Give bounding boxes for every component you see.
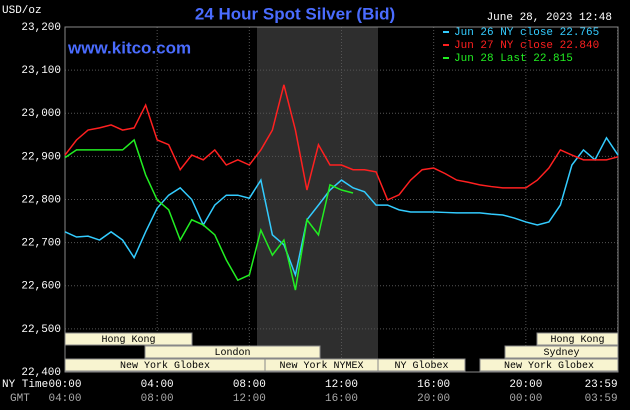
gmt-tick-label: 20:00 xyxy=(417,393,450,405)
x-row-label: GMT xyxy=(10,393,30,405)
y-tick-label: 22,700 xyxy=(21,238,61,250)
y-tick-label: 22,600 xyxy=(21,281,61,293)
session-label: New York NYMEX xyxy=(279,360,363,372)
session-label: Hong Kong xyxy=(550,335,604,346)
session-box xyxy=(377,358,466,372)
y-tick-label: 22,800 xyxy=(21,194,61,206)
series-line xyxy=(64,84,619,201)
y-tick-label: 22,400 xyxy=(21,367,61,379)
session-box xyxy=(504,345,619,359)
gmt-tick-label: 00:00 xyxy=(509,393,542,405)
y-tick-label: 23,200 xyxy=(21,22,61,34)
x-tick-label: 04:00 xyxy=(141,379,174,391)
gmt-tick-label: 03:59 xyxy=(585,393,618,405)
x-tick-label: 08:00 xyxy=(233,379,266,391)
session-label: London xyxy=(214,347,250,359)
session-label: New York Globex xyxy=(120,360,210,372)
y-tick-label: 22,900 xyxy=(21,151,61,163)
session-box xyxy=(144,345,321,359)
session-box xyxy=(536,332,619,346)
x-row-label: NY Time xyxy=(2,379,48,391)
gmt-tick-label: 16:00 xyxy=(325,393,358,405)
gmt-tick-label: 08:00 xyxy=(141,393,174,405)
y-tick-label: 22,500 xyxy=(21,324,61,336)
y-tick-label: 23,100 xyxy=(21,65,61,77)
legend-label: Jun 28 Last 22.815 xyxy=(454,53,573,65)
chart-title: 24 Hour Spot Silver (Bid) xyxy=(195,4,395,23)
x-tick-label: 12:00 xyxy=(325,379,358,391)
series-line xyxy=(64,136,619,278)
session-label: NY Globex xyxy=(394,360,448,372)
x-tick-label: 00:00 xyxy=(48,379,81,391)
series-line xyxy=(64,138,354,291)
session-label: Sydney xyxy=(543,347,579,359)
x-tick-label: 20:00 xyxy=(509,379,542,391)
gmt-tick-label: 04:00 xyxy=(48,393,81,405)
y-tick-label: 23,000 xyxy=(21,108,61,120)
x-tick-label: 23:59 xyxy=(585,379,618,391)
gmt-tick-label: 12:00 xyxy=(233,393,266,405)
legend-label: Jun 27 NY close 22.840 xyxy=(454,40,599,52)
session-label: New York Globex xyxy=(504,360,594,372)
session-label: Hong Kong xyxy=(101,335,155,346)
plot-frame xyxy=(64,26,619,373)
session-box xyxy=(479,358,619,372)
watermark: www.kitco.com xyxy=(67,38,191,57)
legend-label: Jun 26 NY close 22.765 xyxy=(454,27,599,39)
y-axis-label: USD/oz xyxy=(2,5,42,17)
session-box xyxy=(64,332,193,346)
subtitle: June 28, 2023 12:48 xyxy=(487,12,612,24)
x-tick-label: 16:00 xyxy=(417,379,450,391)
